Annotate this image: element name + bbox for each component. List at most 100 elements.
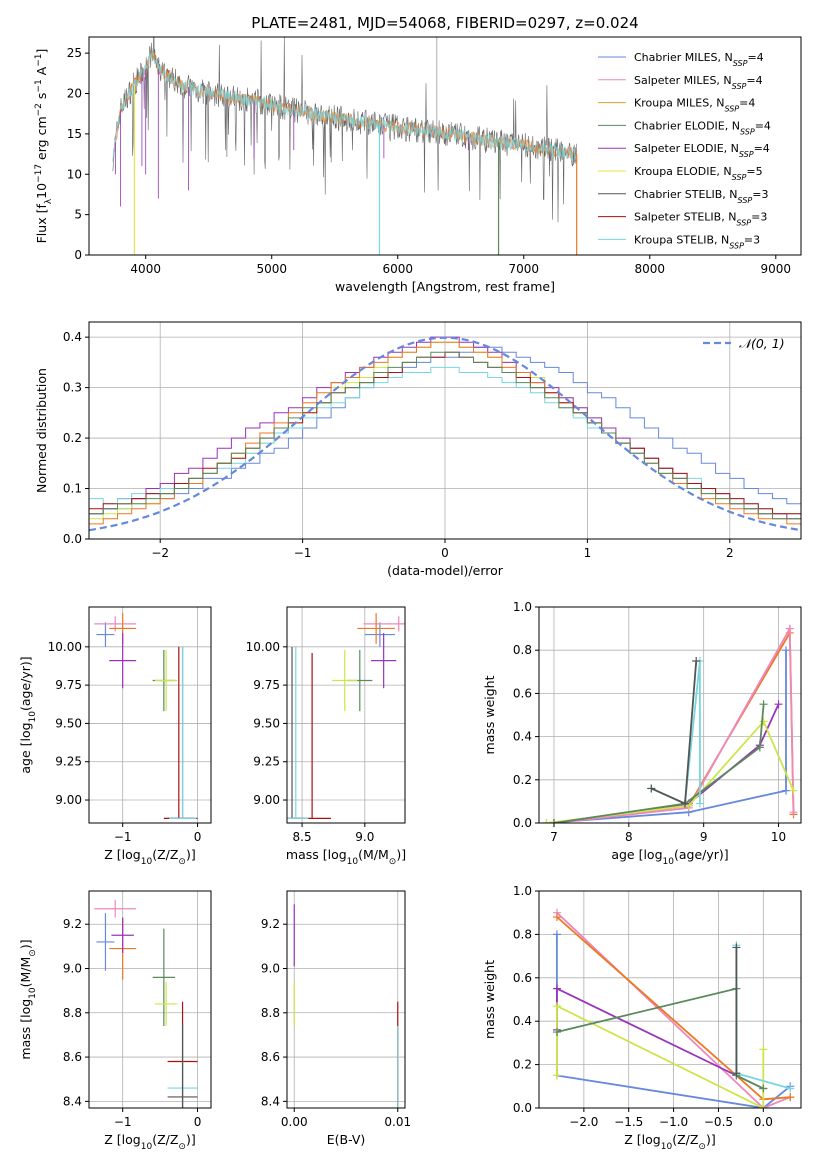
- weight-point: [692, 657, 701, 665]
- y-axis-label-part: ⊙: [28, 949, 38, 957]
- x-axis-label: E(B-V): [327, 1132, 366, 1147]
- legend-label: Salpeter STELIB, NSSP=3: [634, 211, 767, 228]
- x-tick-label: −1: [294, 546, 312, 560]
- legend-ssp: Kroupa STELIB, N: [634, 233, 729, 246]
- axes-frame: [286, 890, 406, 1109]
- y-axis-label-part: 10: [28, 987, 38, 999]
- x-axis-label-part: )]: [186, 847, 196, 862]
- x-axis-label-part: )]: [186, 1132, 196, 1147]
- legend-sub: SSP: [733, 59, 748, 68]
- weight-point: [552, 984, 561, 993]
- weight-point: [759, 717, 768, 726]
- legend-label: Kroupa ELODIE, NSSP=5: [634, 165, 763, 182]
- x-axis-label-part: )]: [396, 847, 406, 862]
- weight-point: [759, 700, 768, 709]
- weight-point: [732, 943, 741, 952]
- y-tick-label: 9.0: [63, 962, 82, 976]
- x-axis-label-part: Z [log: [624, 1132, 660, 1147]
- weight-point: [552, 1028, 561, 1037]
- y-tick-label: 9.50: [253, 716, 280, 730]
- x-axis-label-part: )]: [706, 1132, 716, 1147]
- weight-series: [553, 625, 795, 823]
- y-tick-label: 9.75: [253, 678, 280, 692]
- weight-point: [552, 913, 561, 922]
- y-axis-label: Normed distribution: [34, 368, 49, 493]
- y-axis-label: age [log10(age/yr)]: [18, 656, 38, 773]
- legend-label: Kroupa MILES, NSSP=4: [634, 97, 755, 114]
- legend-count: =4: [739, 97, 755, 110]
- weight-point: [786, 1093, 795, 1102]
- y-axis-label: mass weight: [482, 960, 497, 1039]
- axes-frame: [88, 36, 802, 256]
- x-axis-label-part: ⊙: [178, 1142, 186, 1152]
- x-tick-label: −0.5: [704, 1115, 733, 1129]
- x-tick-label: 0: [194, 1115, 202, 1129]
- y-tick-label: 9.0: [261, 962, 280, 976]
- x-axis-label-part: (Z/Z: [152, 1132, 178, 1147]
- weight-point: [680, 799, 689, 808]
- x-axis-label-part: (Z/Z: [672, 1132, 698, 1147]
- y-axis-label-part: )]: [18, 939, 33, 949]
- legend-sub: SSP: [724, 104, 739, 113]
- y-tick-label: 0: [74, 248, 82, 262]
- x-axis-label-part: 10: [661, 1142, 673, 1152]
- legend-ssp: Chabrier STELIB, N: [634, 188, 738, 201]
- y-axis-label-part: s: [34, 93, 49, 104]
- legend-label: Kroupa STELIB, NSSP=3: [634, 233, 760, 250]
- x-tick-label: 0.0: [754, 1115, 773, 1129]
- y-tick-label: 0.2: [63, 431, 82, 445]
- x-tick-label: −2.0: [569, 1115, 598, 1129]
- y-tick-label: 20: [67, 87, 82, 101]
- weight-series: [650, 660, 701, 805]
- weight-point: [774, 700, 783, 709]
- x-tick-label: 10: [771, 830, 786, 844]
- data-layer: [112, 37, 578, 255]
- weight-point: [552, 1002, 561, 1011]
- y-tick-label: 8.6: [63, 1050, 82, 1064]
- weight-point: [759, 1104, 768, 1108]
- x-axis-label: Z [log10(Z/Z⊙)]: [624, 1132, 715, 1152]
- y-tick-label: 8.4: [63, 1094, 82, 1108]
- y-axis-label: mass [log10(M/M⊙)]: [18, 939, 38, 1059]
- data-layer: [94, 899, 198, 1108]
- legend-count: =3: [751, 211, 767, 224]
- x-axis-label: wavelength [Angstrom, rest frame]: [335, 279, 555, 294]
- x-tick-label: 7: [550, 830, 558, 844]
- weight-series: [546, 650, 787, 823]
- x-tick-label: 9.0: [355, 830, 374, 844]
- legend-count: =4: [746, 74, 762, 87]
- x-tick-label: 9000: [761, 262, 792, 276]
- x-axis-label-part: Z [log: [104, 1132, 140, 1147]
- y-tick-label: 10.00: [48, 640, 82, 654]
- y-axis-label-part: −2: [34, 103, 44, 116]
- y-tick-label: 9.00: [253, 793, 280, 807]
- x-axis-label: mass [log10(M/M⊙)]: [286, 847, 406, 867]
- axes-frame: [286, 606, 406, 824]
- x-axis-label-part: mass [log: [286, 847, 347, 862]
- weight-point: [542, 819, 551, 823]
- y-axis-label-part: A: [34, 66, 49, 79]
- y-axis-label-part: λ: [44, 198, 54, 204]
- weight-point: [759, 1045, 768, 1054]
- weight-series: [650, 660, 698, 805]
- legend-ssp: Kroupa MILES, N: [634, 97, 724, 110]
- legend-count: =5: [746, 165, 762, 178]
- y-axis-label-part: Flux [f: [34, 204, 49, 244]
- y-tick-label: 0.2: [513, 1058, 532, 1072]
- histogram-series: [89, 346, 801, 515]
- gaussian-curve: [89, 336, 801, 532]
- legend-sub: SSP: [732, 81, 747, 90]
- legend-label: Chabrier ELODIE, NSSP=4: [634, 119, 771, 136]
- x-tick-label: 8.5: [293, 830, 312, 844]
- legend-label: Chabrier STELIB, NSSP=3: [634, 188, 768, 205]
- x-tick-label: 0: [441, 546, 449, 560]
- weight-series: [556, 1004, 765, 1108]
- x-tick-label: 7000: [508, 262, 539, 276]
- y-tick-label: 9.50: [55, 716, 82, 730]
- x-tick-label: 1: [584, 546, 592, 560]
- x-tick-label: 6000: [382, 262, 413, 276]
- y-tick-label: 9.2: [261, 917, 280, 931]
- y-tick-label: 1.0: [513, 600, 532, 614]
